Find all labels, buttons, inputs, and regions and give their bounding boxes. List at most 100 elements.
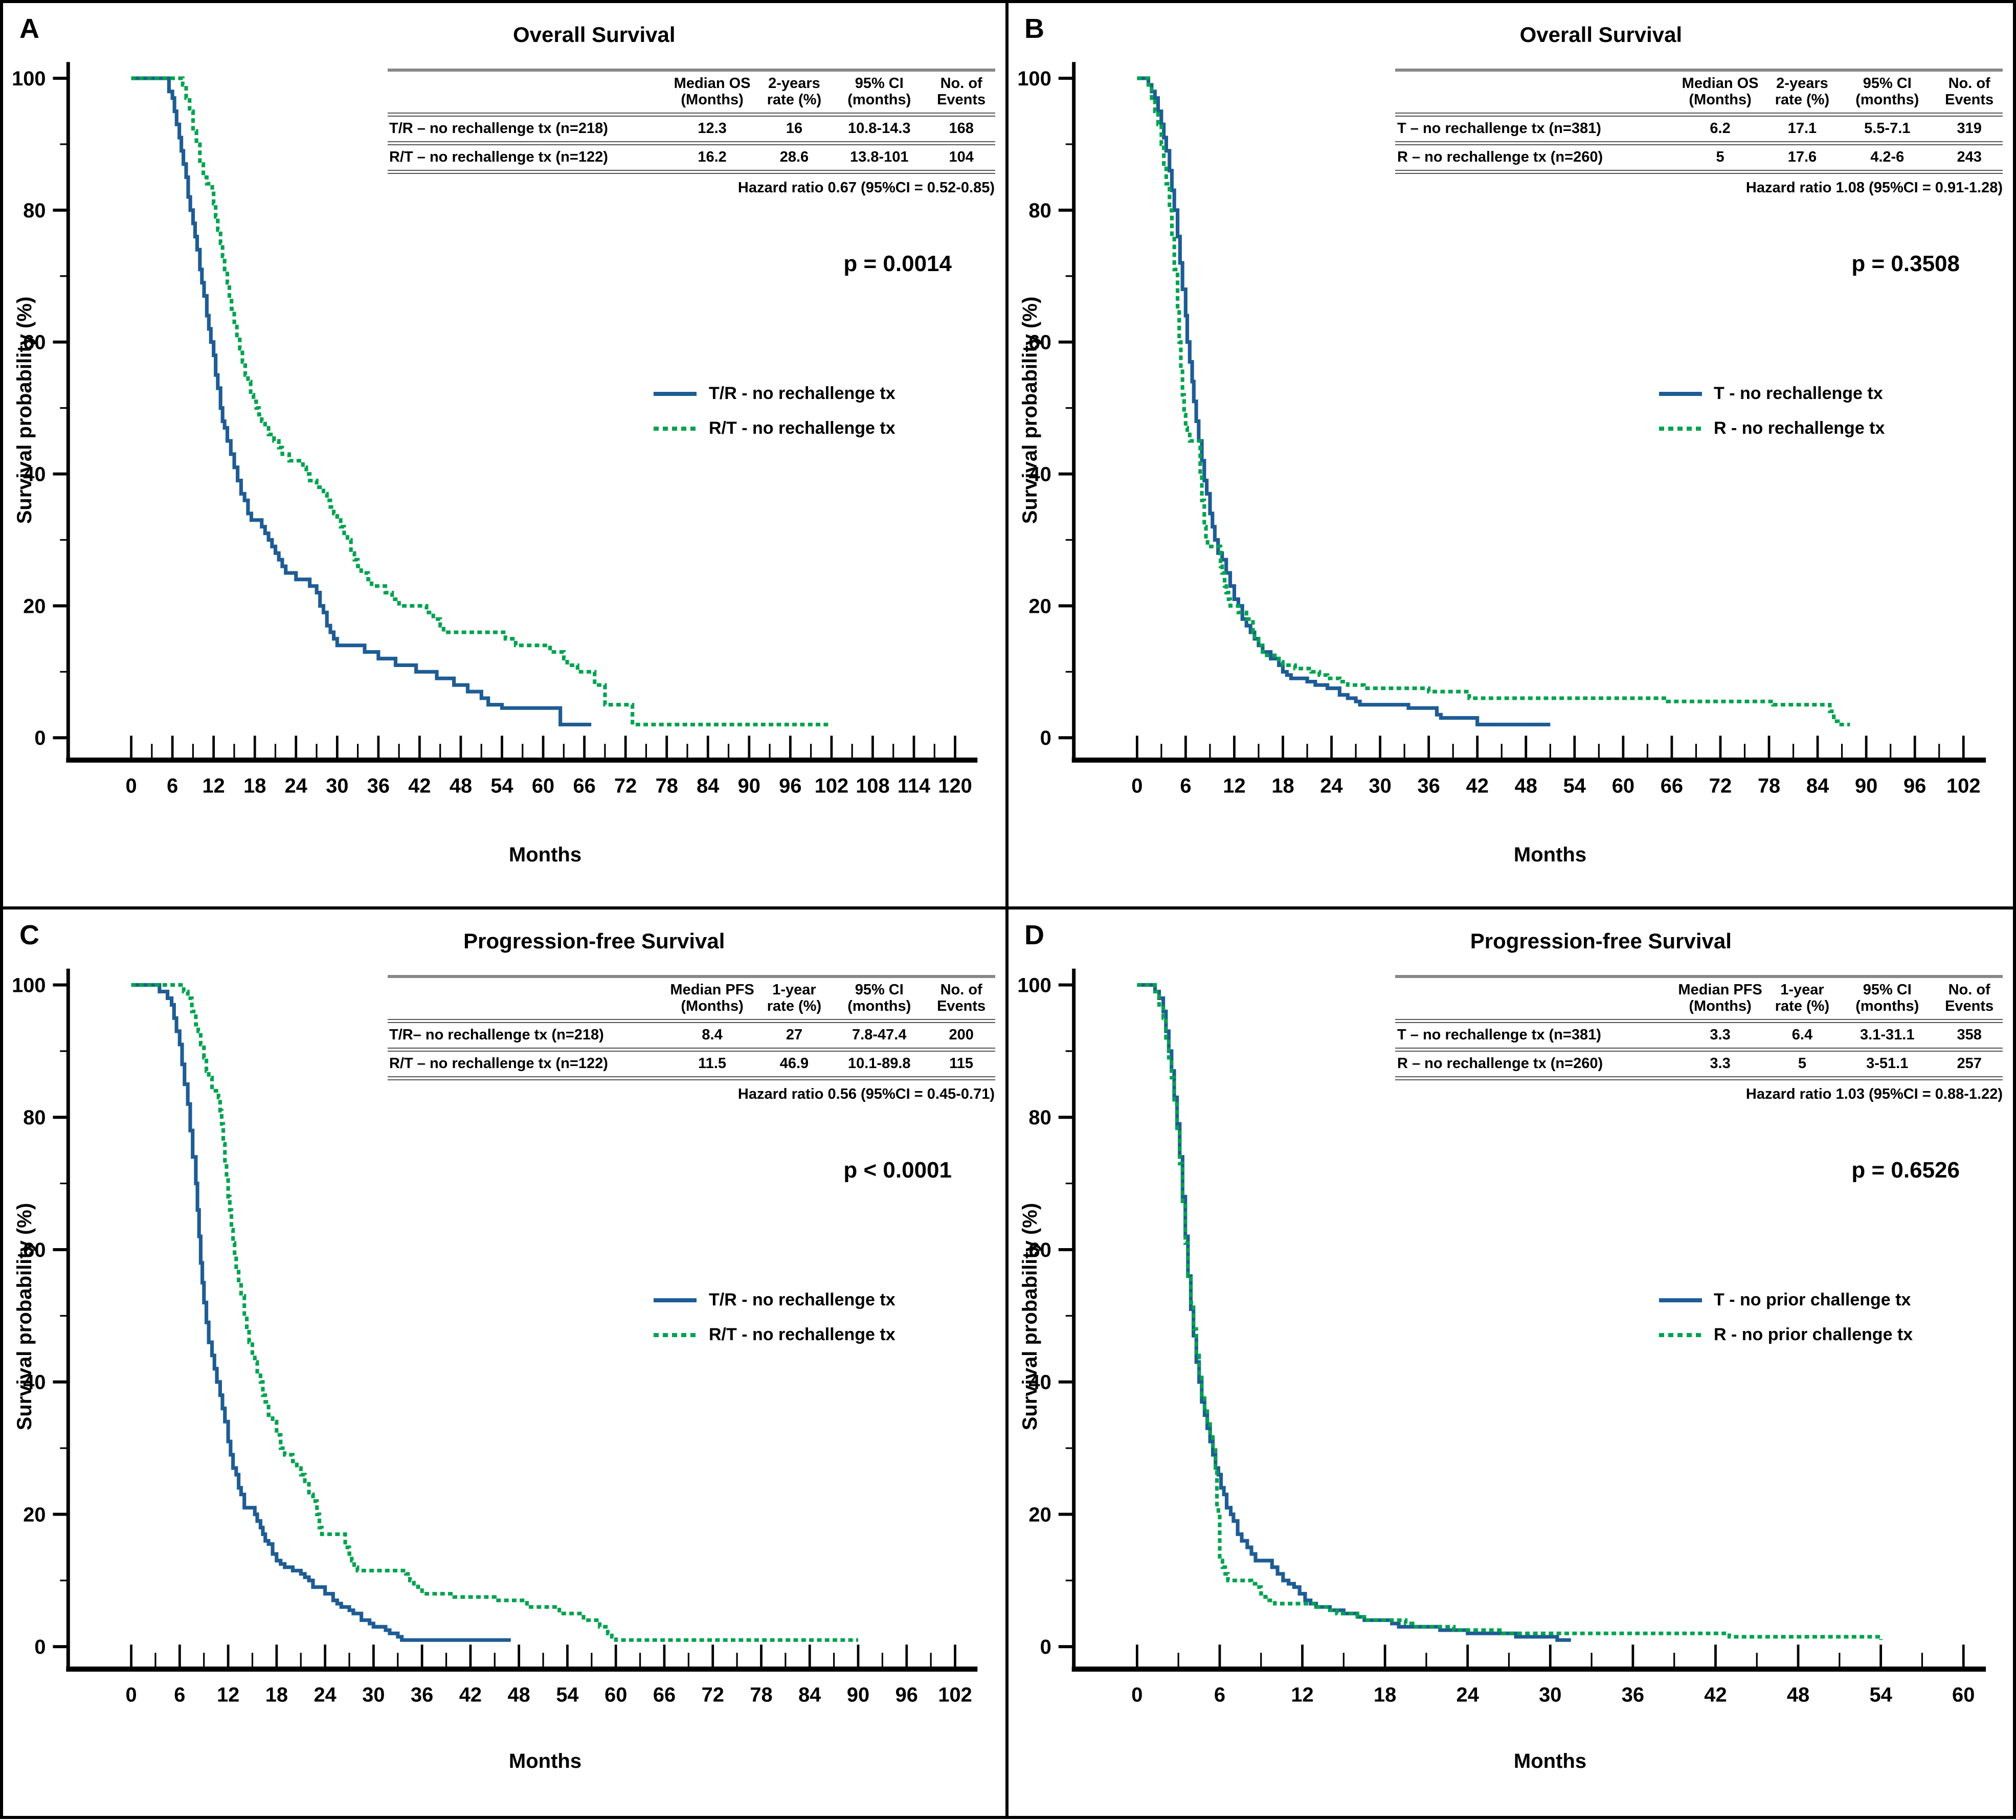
col-header-line: (Months) [681,998,744,1015]
cell-rate: 16 [757,115,831,145]
x-tick-label: 78 [750,1684,772,1706]
legend-item: T/R - no rechallenge tx [654,1290,895,1311]
y-tick-label: 20 [23,595,46,617]
table-row: T – no rechallenge tx (n=381) 3.3 6.4 3.… [1395,1021,2003,1052]
legend-item: R - no prior challenge tx [1659,1325,1913,1345]
legend-label: R/T - no rechallenge tx [709,418,895,438]
hazard-ratio-text: Hazard ratio 0.67 (95%CI = 0.52-0.85) [737,180,995,196]
p-value: p = 0.0014 [843,251,952,276]
km-plot-b: 0 6 12 18 24 30 36 42 48 54 60 66 72 78 84 90 96 102 0 20 40… [1017,62,1986,797]
cell-median: 3.3 [1674,1050,1766,1080]
x-tick-label: 30 [326,775,348,797]
col-header-line: (months) [847,998,911,1015]
cell-median: 11.5 [666,1050,758,1080]
panel-a: 0 6 12 18 24 30 36 42 48 54 60 66 72 78 84 90 96 102 108 11… [3,3,1008,909]
solid-line-sample [654,391,697,396]
col-header-rate: 2-years rate (%) [1765,70,1839,117]
cell-median: 8.4 [666,1021,758,1052]
table-row: T/R– no rechallenge tx (n=218) 8.4 27 7.… [387,1021,995,1052]
solid-km-curve [1136,983,1571,1642]
col-header-line: rate (%) [1775,998,1830,1015]
x-tick-label: 48 [1786,1684,1809,1706]
col-header-line: No. of [940,982,982,998]
col-header-ci: 95% CI (months) [1839,976,1936,1023]
dashed-km-curve [131,76,832,726]
col-header-line: No. of [1948,982,1990,998]
x-tick-label: 12 [217,1684,239,1706]
col-header-line: Events [1945,998,1994,1015]
legend-label: T/R - no rechallenge tx [709,384,895,403]
row-label: R – no rechallenge tx (n=260) [1395,143,1675,174]
row-label: R/T – no rechallenge tx (n=122) [387,143,667,174]
x-tick-label: 90 [738,775,760,797]
y-tick-label: 0 [1040,1636,1051,1658]
y-axis-label: Survival probability (%) [14,296,36,524]
x-tick-label: 84 [697,775,719,797]
table-row: T/R – no rechallenge tx (n=218) 12.3 16 … [387,115,995,145]
cell-median: 3.3 [1674,1021,1766,1052]
col-header-ci: 95% CI (months) [831,976,928,1023]
x-tick-label: 102 [1946,775,1980,797]
y-tick-label: 0 [34,1636,46,1658]
col-header-line: No. of [1948,76,1990,92]
col-header-line: 95% CI [1863,982,1912,998]
p-value: p = 0.3508 [1851,251,1960,276]
y-tick-label: 0 [34,727,46,749]
x-tick-label: 12 [1222,775,1245,797]
col-header-line: rate (%) [767,998,822,1015]
y-tick-label: 20 [23,1503,46,1526]
y-tick-label: 60 [1028,1239,1050,1261]
panel-title: Overall Survival [513,24,676,47]
x-tick-label: 66 [1660,775,1683,797]
x-tick-label: 72 [1709,775,1731,797]
col-header-line: Median PFS [670,982,754,998]
x-tick-label: 48 [508,1684,530,1706]
legend-item: R - no rechallenge tx [1659,418,1885,439]
x-tick-label: 96 [895,1684,918,1706]
cell-events: 168 [928,115,995,145]
legend-item: R/T - no rechallenge tx [654,418,895,439]
col-header-median: Median OS (Months) [666,70,758,117]
legend-item: T/R - no rechallenge tx [654,384,895,404]
x-tick-label: 0 [1131,775,1142,797]
row-label: R – no rechallenge tx (n=260) [1395,1050,1675,1080]
x-tick-label: 90 [847,1684,869,1706]
x-tick-label: 108 [856,775,889,797]
col-header-line: Median OS [1682,76,1759,92]
cell-ci: 5.5-7.1 [1839,115,1936,145]
col-header-line: Events [937,92,986,108]
panel-title: Progression-free Survival [463,930,725,953]
x-tick-label: 0 [126,1684,137,1706]
panel-letter: B [1024,13,1044,44]
panel-d: 0 6 12 18 24 30 36 42 48 54 60 0 20 40 60 80 100 D Progr… [1008,909,2013,1816]
legend: T - no rechallenge tx R - no rechallenge… [1659,384,1885,453]
stats-table: Median PFS (Months) 1-year rate (%) 95% CI… [1395,975,2003,1080]
x-tick-label: 96 [779,775,801,797]
col-header-events: No. of Events [928,976,995,1023]
cell-ci: 13.8-101 [831,143,928,174]
table-corner [1395,976,1675,1023]
x-tick-label: 66 [573,775,595,797]
cell-ci: 10.1-89.8 [831,1050,928,1080]
col-header-line: Events [1945,92,1994,108]
col-header-line: rate (%) [767,92,822,108]
x-tick-label: 42 [1466,775,1488,797]
panel-title: Progression-free Survival [1470,930,1732,953]
legend: T/R - no rechallenge tx R/T - no rechall… [654,384,895,453]
table-header-row: Median PFS (Months) 1-year rate (%) 95% CI… [387,976,995,1023]
col-header-line: 95% CI [855,982,904,998]
panel-c: 0 6 12 18 24 30 36 42 48 54 60 66 72 78 84 90 96 102 0 20 40… [3,909,1008,1816]
col-header-rate: 2-years rate (%) [757,70,831,117]
legend: T/R - no rechallenge tx R/T - no rechall… [654,1290,895,1360]
x-tick-label: 36 [1621,1684,1644,1706]
x-tick-label: 30 [1538,1684,1561,1706]
km-plot-d: 0 6 12 18 24 30 36 42 48 54 60 0 20 40 60 80 100 [1017,968,1986,1706]
y-tick-label: 60 [23,1239,46,1261]
x-tick-label: 60 [604,1684,627,1706]
x-tick-label: 36 [1417,775,1439,797]
hazard-ratio-text: Hazard ratio 0.56 (95%CI = 0.45-0.71) [737,1086,995,1103]
solid-line-sample [1659,1298,1701,1303]
y-tick-label: 100 [12,68,46,90]
table-row: T – no rechallenge tx (n=381) 6.2 17.1 5… [1395,115,2003,145]
col-header-line: 2-years [1776,76,1828,92]
